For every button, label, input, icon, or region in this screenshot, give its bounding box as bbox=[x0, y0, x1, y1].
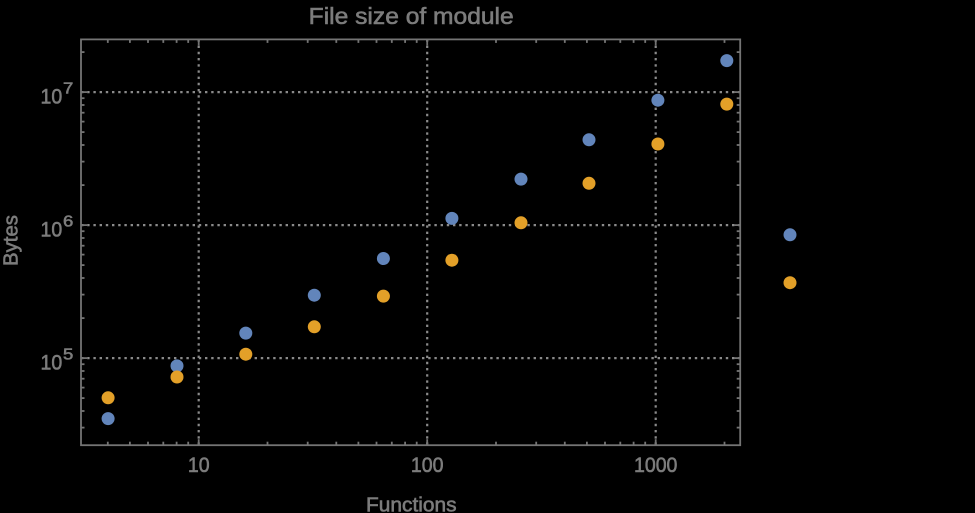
svg-text:10: 10 bbox=[41, 218, 63, 242]
svg-text:5: 5 bbox=[63, 346, 73, 363]
svg-text:Bytes: Bytes bbox=[0, 215, 22, 266]
svg-text:10: 10 bbox=[188, 453, 210, 477]
svg-text:10: 10 bbox=[41, 85, 63, 109]
svg-text:1000: 1000 bbox=[634, 453, 677, 477]
svg-text:10: 10 bbox=[41, 351, 63, 375]
svg-text:Functions: Functions bbox=[366, 493, 457, 513]
svg-text:7: 7 bbox=[63, 80, 73, 97]
svg-text:100: 100 bbox=[411, 453, 444, 477]
svg-text:File size of module: File size of module bbox=[309, 3, 514, 29]
svg-text:6: 6 bbox=[63, 213, 73, 230]
